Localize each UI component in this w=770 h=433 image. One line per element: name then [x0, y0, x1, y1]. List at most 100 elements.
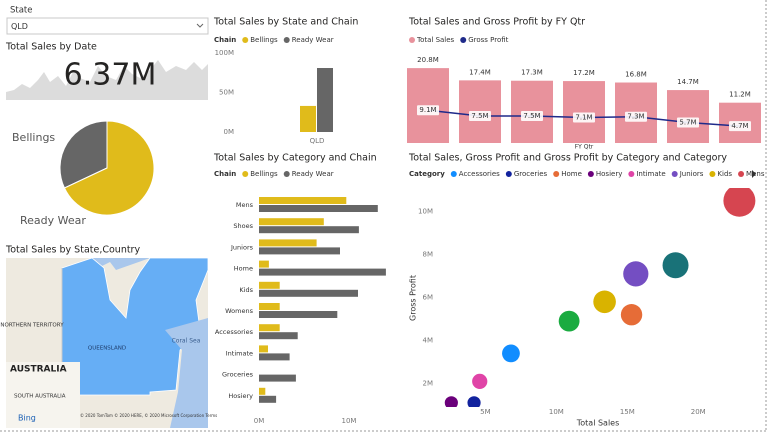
data-label-box [625, 111, 647, 122]
legend-label: Home [561, 170, 582, 178]
x-tick-label: 15M [620, 408, 635, 416]
map-label: SOUTH AUSTRALIA [14, 394, 66, 400]
map-sea [165, 318, 208, 428]
dropdown-chevron[interactable] [196, 23, 204, 28]
legend-label: Ready Wear [292, 170, 334, 178]
bar [259, 239, 317, 247]
x-tick-label: QLD [310, 137, 325, 145]
map-attribution: © 2020 TomTom © 2020 HERE, © 2020 Micros… [80, 413, 217, 418]
legend-marker [553, 171, 560, 177]
bar [259, 218, 324, 226]
bar [259, 332, 298, 340]
legend-label: Juniors [679, 170, 704, 178]
x-tick-label: 10M [342, 417, 357, 425]
data-label-box [469, 111, 491, 121]
bar [259, 289, 358, 297]
data-label: 5.7M [679, 118, 696, 126]
x-axis-title: FY Qtr [575, 144, 594, 151]
legend-marker [460, 37, 467, 43]
pie-slice [63, 120, 155, 216]
slicer-dropdown[interactable] [6, 17, 209, 35]
y-tick-label: Groceries [222, 371, 254, 379]
bubble [662, 252, 689, 279]
legend-marker [283, 37, 290, 43]
chart-title: Total Sales by Category and Chain [213, 153, 377, 164]
pie-label: Bellings [12, 131, 55, 144]
map-inset [6, 362, 80, 428]
y-tick-label: Mens [236, 201, 254, 209]
bar [300, 105, 316, 132]
y-tick-label: 4M [423, 337, 434, 345]
y-tick-label: Accessories [215, 328, 254, 336]
y-tick-label: 100M [215, 49, 234, 57]
data-label-box [677, 117, 699, 128]
bubble [467, 396, 481, 407]
map-provider: Bing [18, 414, 36, 423]
y-tick-label: 0M [224, 128, 235, 136]
legend-label: Bellings [250, 36, 278, 44]
legend-marker [450, 171, 457, 177]
y-tick-label: Home [234, 265, 253, 273]
card-sparkline [6, 60, 208, 100]
data-label: 7.3M [627, 113, 644, 121]
legend-marker [671, 171, 678, 177]
bubble [620, 304, 643, 326]
bar [259, 268, 386, 276]
legend-label: Ready Wear [292, 36, 334, 44]
y-tick-label: 8M [423, 251, 434, 259]
x-tick-label: 0M [254, 417, 265, 425]
legend-marker [409, 37, 415, 43]
bar [259, 353, 290, 361]
legend-label: Gross Profit [468, 36, 508, 44]
bar [259, 197, 347, 204]
chart-title: Total Sales, Gross Profit and Gross Prof… [408, 153, 727, 164]
data-label: 7.5M [471, 112, 488, 120]
bubble [444, 396, 458, 407]
data-label: 7.5M [523, 112, 540, 120]
legend-marker [283, 171, 290, 177]
y-tick-label: Womens [225, 307, 253, 315]
bubble [593, 290, 616, 314]
x-tick-label: 20M [691, 408, 706, 416]
legend-scroll[interactable] [752, 170, 756, 178]
chart-title: Total Sales by State and Chain [213, 17, 358, 28]
data-label: 9.1M [419, 106, 436, 114]
map-label: AUSTRALIA [10, 365, 67, 375]
card-title: Total Sales by Date [5, 42, 97, 53]
data-label-box [521, 111, 543, 121]
slicer-value[interactable]: QLD [11, 22, 28, 31]
legend-marker [242, 37, 249, 43]
plot-area [444, 188, 756, 407]
bar [259, 247, 340, 255]
bar [259, 311, 338, 318]
legend-label: Hosiery [596, 170, 622, 178]
pie-label: Ready Wear [20, 214, 86, 227]
x-tick-label: 5M [480, 408, 491, 416]
data-label: 17.3M [521, 69, 543, 77]
chart-title: Total Sales and Gross Profit by FY Qtr [408, 17, 585, 28]
y-tick-label: Intimate [226, 349, 253, 357]
legend-marker [738, 171, 745, 177]
bubble [623, 261, 649, 287]
data-label: 16.8M [625, 71, 647, 79]
legend-marker [587, 171, 594, 177]
legend-marker [242, 171, 249, 177]
x-axis-title: Total Sales [576, 419, 620, 428]
legend-label: Total Sales [416, 36, 455, 44]
bar [667, 90, 709, 143]
y-tick-label: 10M [418, 208, 433, 216]
legend-label: Kids [717, 170, 732, 178]
map-label: NORTHERN TERRITORY [0, 323, 64, 329]
map-queensland [61, 257, 209, 396]
bar [317, 68, 333, 132]
map-label: QUEENSLAND [88, 346, 126, 352]
y-axis-title: Gross Profit [409, 275, 418, 321]
data-label: 14.7M [677, 78, 699, 86]
bar [259, 303, 280, 310]
data-label: 20.8M [417, 56, 439, 64]
legend-marker [628, 171, 635, 177]
legend-label: Accessories [459, 170, 500, 178]
bar [259, 226, 359, 234]
data-label: 11.2M [729, 91, 751, 99]
